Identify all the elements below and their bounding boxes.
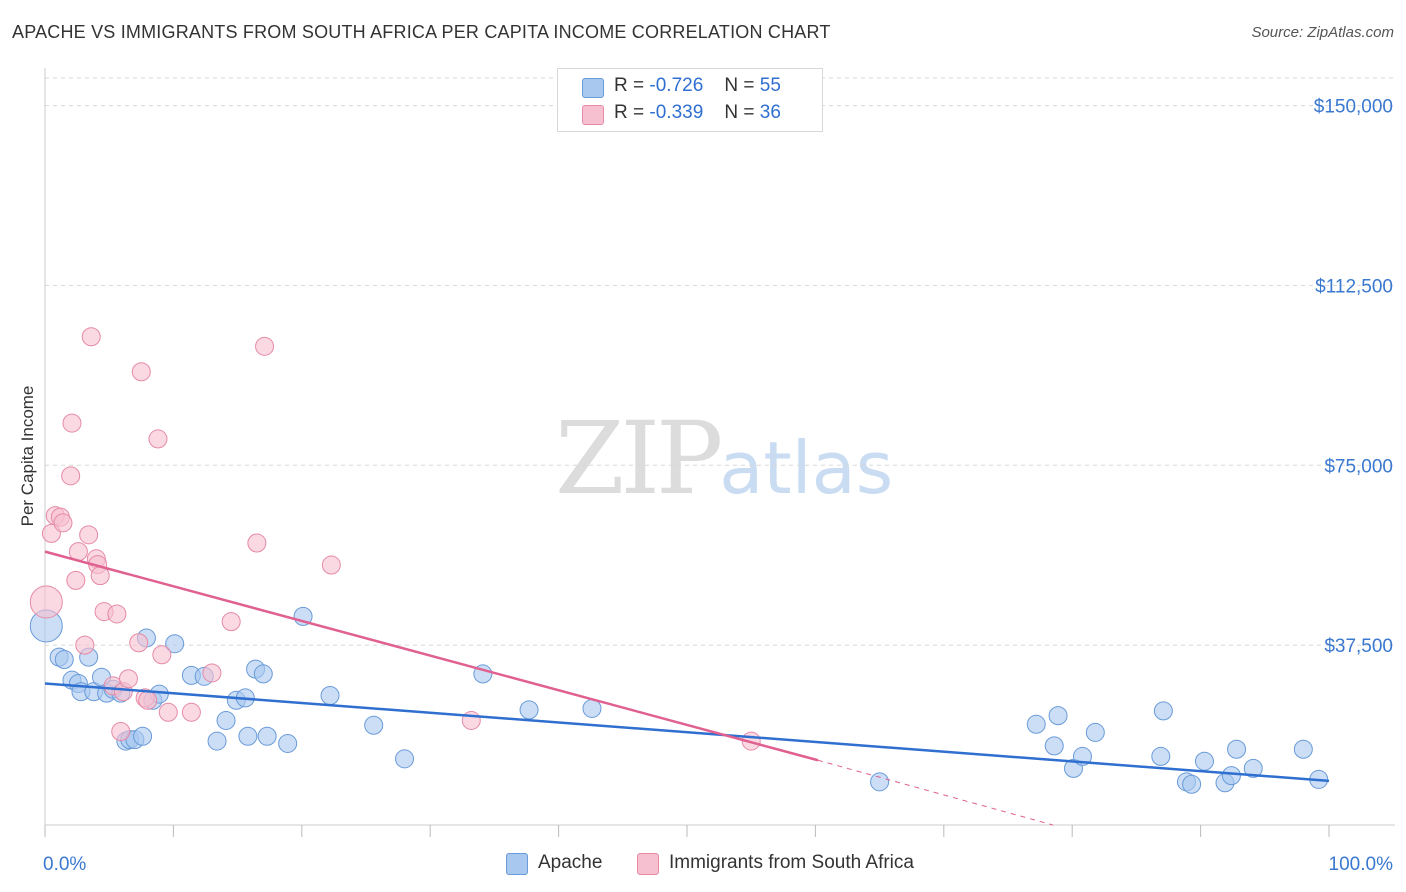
south-africa-trend-line bbox=[44, 550, 819, 762]
apache-point bbox=[133, 726, 153, 746]
watermark: ZIPatlas bbox=[555, 400, 893, 517]
legend-r-label: R = bbox=[614, 102, 645, 123]
source-note: Source: ZipAtlas.com bbox=[1251, 24, 1394, 41]
apache-point bbox=[320, 686, 340, 706]
legend-swatch-south-africa bbox=[582, 105, 604, 125]
correlation-legend: R = -0.726 N = 55 R = -0.339 N = 36 bbox=[557, 68, 823, 132]
apache-point bbox=[364, 715, 384, 735]
legend-swatch-apache bbox=[582, 78, 604, 98]
south-africa-point bbox=[255, 336, 275, 356]
south-africa-point bbox=[61, 466, 81, 486]
legend-n-label: N = bbox=[724, 75, 755, 96]
apache-point bbox=[1026, 714, 1046, 734]
bottom-legend-swatch-south-africa bbox=[637, 853, 659, 875]
south-africa-point bbox=[66, 570, 86, 590]
south-africa-point bbox=[152, 645, 172, 665]
apache-point bbox=[207, 731, 227, 751]
y-tick-label: $112,500 bbox=[1315, 276, 1393, 297]
apache-point bbox=[1151, 746, 1171, 766]
south-africa-point bbox=[118, 669, 138, 689]
south-africa-point bbox=[79, 525, 99, 545]
legend-n-value-south-africa: 36 bbox=[759, 102, 781, 123]
apache-point bbox=[1085, 722, 1105, 742]
apache-point bbox=[395, 749, 415, 769]
south-africa-point bbox=[81, 327, 101, 347]
south-africa-point bbox=[129, 633, 149, 653]
chart-title: APACHE VS IMMIGRANTS FROM SOUTH AFRICA P… bbox=[12, 22, 831, 42]
bottom-legend-label-apache: Apache bbox=[538, 852, 603, 873]
y-tick-label: $150,000 bbox=[1314, 97, 1393, 118]
apache-point bbox=[1153, 701, 1173, 721]
x-tick-label: 0.0% bbox=[43, 854, 86, 875]
watermark-zip: ZIP bbox=[555, 400, 723, 517]
y-tick-label: $75,000 bbox=[1324, 456, 1393, 477]
south-africa-point bbox=[138, 690, 158, 710]
south-africa-point bbox=[148, 429, 168, 449]
apache-point bbox=[1227, 739, 1247, 759]
apache-point bbox=[1293, 739, 1313, 759]
south-africa-point bbox=[75, 635, 95, 655]
bottom-legend-label-south-africa: Immigrants from South Africa bbox=[669, 852, 914, 873]
apache-point bbox=[216, 710, 236, 730]
south-africa-trend-extension bbox=[817, 759, 1054, 826]
legend-n-value-apache: 55 bbox=[759, 75, 781, 96]
legend-n-label: N = bbox=[724, 102, 755, 123]
apache-point bbox=[165, 634, 185, 654]
south-africa-point bbox=[247, 533, 267, 553]
legend-r-value-apache: -0.726 bbox=[649, 75, 704, 96]
south-africa-point bbox=[221, 612, 241, 632]
apache-point bbox=[1044, 736, 1064, 756]
apache-point bbox=[1243, 758, 1263, 778]
apache-point bbox=[1048, 706, 1068, 726]
apache-point bbox=[238, 726, 258, 746]
south-africa-point bbox=[181, 702, 201, 722]
apache-point bbox=[1194, 751, 1214, 771]
apache-point bbox=[257, 726, 277, 746]
apache-point bbox=[519, 700, 539, 720]
south-africa-point bbox=[111, 721, 131, 741]
legend-r-label: R = bbox=[614, 75, 645, 96]
apache-point bbox=[1182, 774, 1202, 794]
south-africa-point bbox=[131, 362, 151, 382]
apache-point bbox=[1221, 766, 1241, 786]
legend-r-value-south-africa: -0.339 bbox=[649, 102, 704, 123]
south-africa-point bbox=[202, 663, 222, 683]
apache-trend-line bbox=[44, 682, 1330, 783]
y-tick-label: $37,500 bbox=[1324, 636, 1393, 657]
apache-point bbox=[278, 733, 298, 753]
apache-point bbox=[54, 650, 74, 670]
south-africa-point bbox=[29, 585, 63, 619]
apache-point bbox=[253, 664, 273, 684]
south-africa-point bbox=[53, 513, 73, 533]
x-tick-label: 100.0% bbox=[1329, 854, 1394, 875]
south-africa-point bbox=[321, 555, 341, 575]
bottom-legend-swatch-apache bbox=[506, 853, 528, 875]
south-africa-point bbox=[158, 702, 178, 722]
south-africa-point bbox=[62, 413, 82, 433]
watermark-atlas: atlas bbox=[719, 426, 894, 510]
south-africa-point bbox=[107, 604, 127, 624]
apache-point bbox=[870, 772, 890, 792]
